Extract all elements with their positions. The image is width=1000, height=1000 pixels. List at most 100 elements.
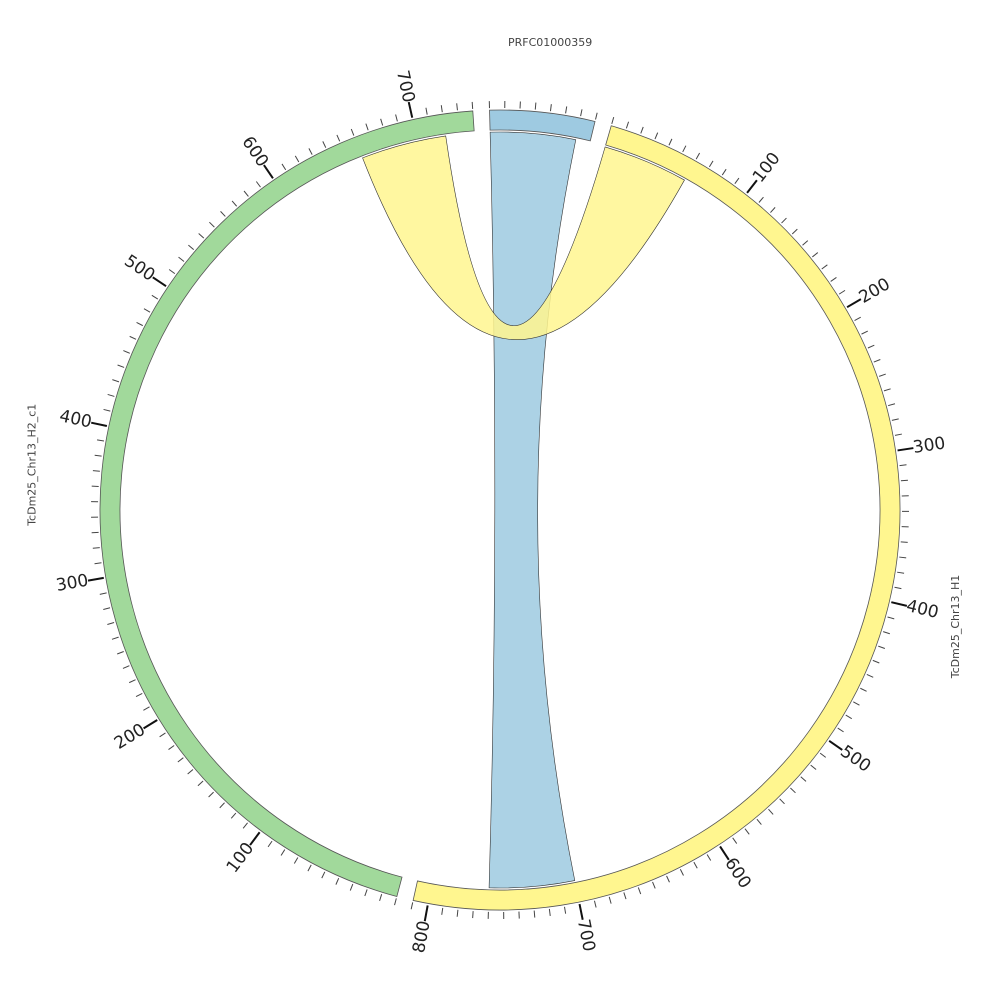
minor-tick (872, 659, 880, 664)
tick-label: 500 (836, 742, 874, 777)
minor-tick (255, 181, 261, 188)
tick-label: 100 (223, 839, 258, 877)
minor-tick (243, 190, 249, 197)
major-tick (891, 601, 908, 607)
tick-label: 200 (111, 720, 149, 754)
minor-tick (123, 350, 130, 354)
minor-tick (821, 264, 828, 270)
minor-tick (440, 105, 443, 113)
major-tick (897, 447, 914, 452)
minor-tick (143, 706, 150, 711)
minor-tick (135, 692, 143, 698)
minor-tick (410, 902, 414, 910)
minor-tick (564, 906, 567, 914)
major-tick (263, 164, 274, 179)
minor-tick (336, 134, 341, 142)
minor-tick (800, 776, 807, 782)
minor-tick (580, 109, 583, 117)
major-tick (91, 421, 108, 428)
major-tick (407, 101, 414, 118)
minor-tick (294, 155, 300, 163)
minor-tick (866, 673, 874, 678)
minor-tick (548, 908, 551, 916)
ideogram-segments (99, 109, 901, 911)
major-tick (846, 298, 862, 309)
minor-tick (231, 200, 238, 207)
minor-tick (99, 592, 107, 595)
minor-tick (456, 103, 458, 111)
minor-tick (595, 112, 598, 120)
minor-tick (364, 889, 368, 897)
minor-tick (810, 764, 817, 770)
minor-tick (322, 141, 327, 148)
minor-tick (693, 861, 698, 869)
minor-tick (107, 393, 115, 397)
minor-tick (802, 240, 809, 246)
minor-tick (861, 330, 868, 335)
minor-tick (899, 556, 907, 559)
minor-tick (208, 791, 214, 798)
segment-2 (412, 125, 901, 911)
minor-tick (900, 541, 908, 543)
minor-tick (897, 571, 905, 574)
minor-tick (623, 892, 627, 900)
minor-tick (878, 373, 886, 377)
major-tick (249, 831, 261, 846)
segment-1 (489, 109, 596, 142)
minor-tick (549, 104, 552, 112)
minor-tick (708, 160, 714, 168)
minor-tick (593, 900, 597, 908)
minor-tick (625, 121, 630, 129)
minor-tick (640, 126, 644, 134)
minor-tick (883, 388, 891, 392)
minor-tick (379, 894, 383, 902)
minor-tick (721, 168, 727, 176)
minor-tick (706, 854, 712, 861)
minor-tick (860, 687, 867, 692)
minor-tick (281, 163, 287, 171)
minor-tick (695, 152, 701, 160)
minor-tick (779, 798, 785, 805)
minor-tick (129, 335, 137, 340)
minor-tick (608, 896, 612, 904)
minor-tick (335, 878, 340, 885)
minor-tick (177, 757, 184, 763)
minor-tick (791, 228, 798, 235)
minor-tick (853, 701, 860, 706)
minor-tick (441, 907, 444, 915)
segment-labels: PRFC01000359 TcDm25_Chr13_H1 TcDm25_Chr13_… (26, 36, 962, 679)
tick-label: 400 (904, 596, 940, 623)
minor-tick (122, 665, 130, 669)
tick-label: 300 (55, 571, 90, 596)
minor-tick (533, 910, 536, 918)
minor-tick (894, 586, 902, 590)
minor-tick (854, 316, 861, 321)
minor-tick (293, 857, 299, 864)
minor-tick (117, 651, 124, 655)
link-ribbon-1 (488, 131, 577, 889)
minor-tick (899, 464, 907, 467)
minor-tick (136, 321, 144, 327)
minor-tick (668, 138, 673, 146)
minor-tick (198, 233, 205, 239)
minor-tick (900, 479, 908, 482)
minor-tick (838, 289, 846, 295)
minor-tick (143, 308, 151, 313)
minor-tick (781, 217, 787, 224)
major-tick (719, 845, 730, 861)
major-tick (423, 905, 429, 922)
minor-tick (168, 745, 175, 750)
minor-tick (867, 344, 875, 349)
minor-tick (830, 277, 837, 282)
minor-tick (878, 645, 886, 649)
minor-tick (178, 256, 185, 262)
link-ribbon-2 (362, 135, 685, 340)
minor-tick (187, 769, 194, 775)
minor-tick (380, 118, 384, 126)
minor-tick (456, 909, 459, 917)
tick-label: 500 (120, 251, 158, 286)
tick-label: 200 (856, 274, 894, 308)
minor-tick (94, 454, 102, 457)
minor-tick (242, 822, 248, 829)
